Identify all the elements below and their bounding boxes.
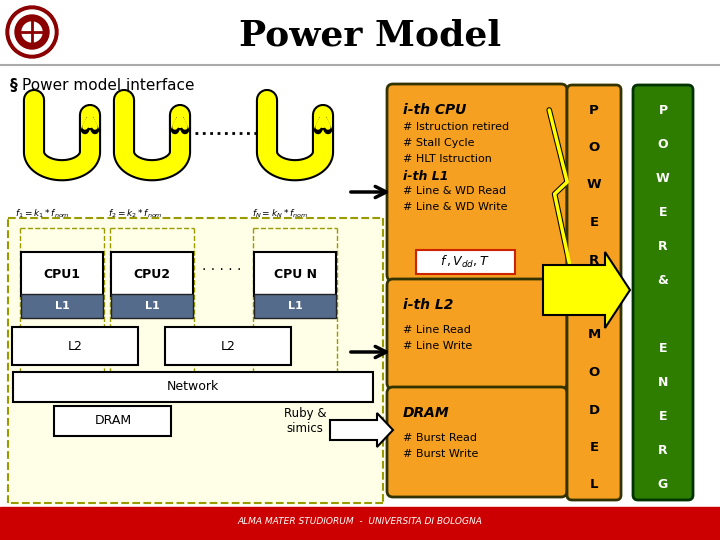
Text: $f_N= k_N * f_{nom}$: $f_N= k_N * f_{nom}$ <box>252 207 308 220</box>
FancyBboxPatch shape <box>567 85 621 500</box>
Bar <box>0 507 720 540</box>
Text: # Line Write: # Line Write <box>403 341 472 351</box>
Text: M: M <box>588 328 600 341</box>
Circle shape <box>15 15 49 49</box>
Text: L: L <box>590 478 598 491</box>
Text: # Line Read: # Line Read <box>403 325 471 335</box>
Text: E: E <box>659 410 667 423</box>
Circle shape <box>10 10 54 54</box>
Text: # Line & WD Read: # Line & WD Read <box>403 186 506 196</box>
Text: E: E <box>590 216 598 229</box>
Text: i-th L1: i-th L1 <box>403 170 449 183</box>
FancyBboxPatch shape <box>21 294 103 318</box>
FancyBboxPatch shape <box>633 85 693 500</box>
FancyBboxPatch shape <box>21 252 103 296</box>
Text: §: § <box>10 78 18 93</box>
Text: L1: L1 <box>55 301 69 311</box>
Text: # Stall Cycle: # Stall Cycle <box>403 138 474 148</box>
Text: CPU1: CPU1 <box>43 267 81 280</box>
Text: G: G <box>658 478 668 491</box>
Circle shape <box>6 6 58 58</box>
Text: R: R <box>589 253 599 267</box>
FancyBboxPatch shape <box>387 279 567 389</box>
Text: E: E <box>659 342 667 355</box>
Text: W: W <box>656 172 670 185</box>
Text: # Line & WD Write: # Line & WD Write <box>403 202 508 212</box>
FancyBboxPatch shape <box>416 250 515 274</box>
Bar <box>0 0 720 65</box>
Text: L2: L2 <box>68 340 82 353</box>
Text: P: P <box>658 104 667 117</box>
Text: O: O <box>588 366 600 379</box>
Text: # Istruction retired: # Istruction retired <box>403 122 509 132</box>
Text: W: W <box>587 179 601 192</box>
FancyBboxPatch shape <box>254 252 336 296</box>
Text: CPU N: CPU N <box>274 267 317 280</box>
Text: $f_1 = k_1 * f_{nom}$: $f_1 = k_1 * f_{nom}$ <box>15 207 70 220</box>
FancyBboxPatch shape <box>165 327 291 365</box>
FancyBboxPatch shape <box>111 294 193 318</box>
Text: L2: L2 <box>220 340 235 353</box>
FancyBboxPatch shape <box>387 84 567 281</box>
Text: D: D <box>588 403 600 416</box>
Text: i-th CPU: i-th CPU <box>403 103 467 117</box>
FancyBboxPatch shape <box>254 294 336 318</box>
FancyBboxPatch shape <box>111 252 193 296</box>
FancyBboxPatch shape <box>12 327 138 365</box>
Text: P: P <box>589 104 599 117</box>
Text: $f_2 = k_2 * f_{nom}$: $f_2 = k_2 * f_{nom}$ <box>108 207 163 220</box>
FancyBboxPatch shape <box>54 406 171 436</box>
Text: DRAM: DRAM <box>403 406 449 420</box>
FancyBboxPatch shape <box>13 372 373 402</box>
Text: DRAM: DRAM <box>94 415 132 428</box>
Text: R: R <box>658 240 668 253</box>
Polygon shape <box>543 252 630 328</box>
Text: O: O <box>588 141 600 154</box>
Circle shape <box>22 22 42 42</box>
Text: # Burst Read: # Burst Read <box>403 433 477 443</box>
Text: L1: L1 <box>145 301 159 311</box>
Text: # Burst Write: # Burst Write <box>403 449 478 459</box>
Text: Network: Network <box>167 381 219 394</box>
Text: L1: L1 <box>287 301 302 311</box>
Text: N: N <box>658 376 668 389</box>
Text: E: E <box>659 206 667 219</box>
Text: i-th L2: i-th L2 <box>403 298 454 312</box>
Text: ALMA MATER STUDIORUM  -  UNIVERSITA DI BOLOGNA: ALMA MATER STUDIORUM - UNIVERSITA DI BOL… <box>238 516 482 525</box>
Text: · · · · ·: · · · · · <box>202 263 242 277</box>
Text: Power Model: Power Model <box>239 18 501 52</box>
Polygon shape <box>330 413 393 447</box>
Text: CPU2: CPU2 <box>133 267 171 280</box>
Text: Ruby &
simics: Ruby & simics <box>284 407 326 435</box>
Text: &: & <box>657 274 668 287</box>
Text: E: E <box>590 441 598 454</box>
Bar <box>8 218 383 503</box>
Text: R: R <box>658 444 668 457</box>
Text: $f\,, V_{dd}, T$: $f\,, V_{dd}, T$ <box>440 254 490 270</box>
Text: O: O <box>657 138 668 151</box>
FancyBboxPatch shape <box>387 387 567 497</box>
Text: Power model interface: Power model interface <box>22 78 194 93</box>
Text: # HLT Istruction: # HLT Istruction <box>403 154 492 164</box>
